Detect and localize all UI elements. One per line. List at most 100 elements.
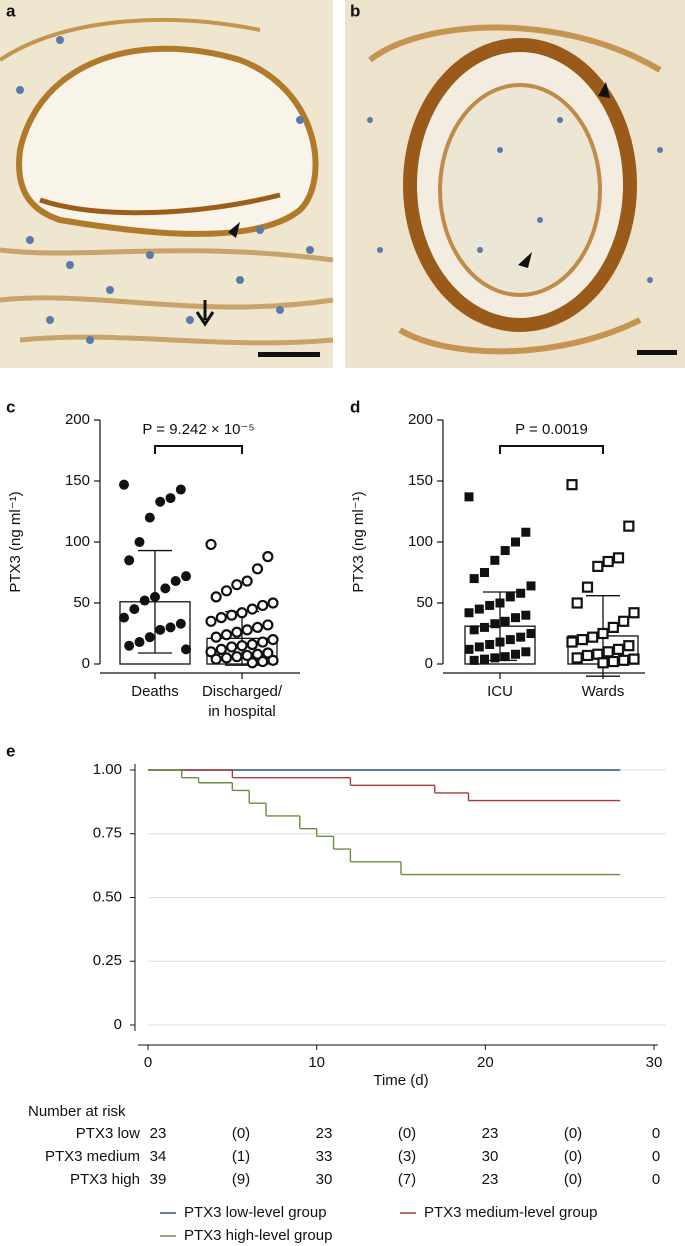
data-point — [581, 581, 594, 593]
data-point — [205, 538, 217, 551]
risk-cell: 34 — [150, 1148, 167, 1165]
data-point — [521, 527, 531, 537]
data-point — [246, 657, 258, 669]
risk-row-label: PTX3 high — [70, 1171, 140, 1188]
data-point — [165, 493, 176, 504]
data-point — [495, 637, 505, 647]
data-point — [521, 647, 531, 657]
panel-letter: a — [6, 1, 16, 20]
legend-label: PTX3 high-level group — [184, 1227, 332, 1244]
data-point — [226, 641, 238, 653]
data-point — [618, 615, 630, 627]
data-point — [566, 479, 578, 491]
data-point — [251, 621, 264, 634]
data-point — [464, 608, 474, 618]
risk-cell: (0) — [232, 1125, 250, 1142]
y-tick-label: 100 — [65, 533, 90, 550]
data-point — [566, 636, 578, 648]
data-point — [257, 655, 269, 668]
data-point — [262, 551, 274, 563]
data-point — [262, 647, 274, 659]
y-tick-label: 150 — [408, 472, 433, 489]
risk-cell: 39 — [150, 1171, 167, 1188]
risk-cell: 23 — [150, 1125, 167, 1142]
legend-label: PTX3 medium-level group — [424, 1204, 597, 1221]
x-tick-label: 0 — [144, 1054, 152, 1071]
data-point — [267, 597, 279, 609]
data-point — [597, 657, 609, 669]
x-tick-label: 20 — [477, 1054, 494, 1071]
data-point — [607, 655, 619, 668]
data-point — [251, 648, 264, 660]
risk-cell: (1) — [232, 1148, 250, 1165]
data-point — [490, 619, 500, 629]
y-tick-label: 200 — [65, 411, 90, 428]
x-tick-label: Deaths — [131, 683, 179, 700]
x-tick-label: ICU — [487, 683, 513, 700]
risk-cell: (7) — [398, 1171, 416, 1188]
x-tick-label: Wards — [582, 683, 625, 700]
data-point — [175, 618, 186, 629]
data-point — [516, 588, 526, 598]
data-point — [134, 537, 145, 547]
p-value: P = 0.0019 — [515, 421, 588, 438]
data-point — [490, 555, 500, 565]
risk-cell: (0) — [398, 1125, 416, 1142]
risk-cell: 0 — [652, 1171, 660, 1188]
data-point — [516, 632, 526, 642]
data-point — [612, 643, 625, 655]
data-point — [215, 612, 227, 624]
data-point — [241, 575, 253, 587]
data-point — [241, 624, 253, 636]
risk-cell: 30 — [316, 1171, 333, 1188]
data-point — [571, 652, 583, 664]
data-point — [236, 640, 248, 652]
data-point — [150, 591, 160, 602]
data-point — [469, 625, 479, 635]
data-point — [129, 604, 140, 615]
data-point — [175, 484, 186, 495]
data-point — [231, 626, 243, 638]
data-point — [490, 653, 500, 663]
data-point — [480, 568, 489, 577]
data-point — [165, 622, 176, 633]
data-point — [144, 512, 155, 523]
data-point — [210, 591, 222, 603]
data-point — [485, 600, 495, 610]
data-point — [160, 583, 171, 594]
data-point — [119, 479, 129, 490]
data-point — [257, 599, 269, 612]
data-point — [469, 574, 479, 584]
y-tick-label: 50 — [416, 594, 433, 611]
risk-table-title: Number at risk — [28, 1103, 126, 1120]
risk-cell: 30 — [482, 1148, 499, 1165]
data-point — [144, 632, 155, 643]
risk-cell: 23 — [482, 1171, 499, 1188]
data-point — [464, 492, 474, 502]
y-tick-label: 0 — [82, 655, 90, 672]
y-tick-label: 0.50 — [93, 888, 122, 905]
data-point — [181, 644, 191, 655]
data-point — [505, 635, 515, 645]
data-point — [511, 649, 520, 659]
y-tick-label: 50 — [73, 594, 90, 611]
data-point — [480, 654, 489, 664]
y-tick-label: 200 — [408, 411, 433, 428]
data-point — [257, 636, 269, 648]
data-point — [241, 649, 253, 662]
data-point — [495, 598, 505, 608]
risk-cell: 23 — [316, 1125, 333, 1142]
risk-cell: 23 — [482, 1125, 499, 1142]
panel-letter: c — [6, 397, 15, 416]
y-tick-label: 150 — [65, 472, 90, 489]
data-point — [464, 644, 474, 654]
data-point — [231, 651, 243, 663]
risk-row-label: PTX3 low — [76, 1125, 140, 1142]
data-point — [205, 646, 217, 658]
data-point — [500, 546, 510, 556]
data-point — [205, 615, 217, 627]
data-point — [246, 603, 258, 615]
x-tick-label: 30 — [646, 1054, 663, 1071]
data-point — [571, 597, 583, 609]
data-point — [623, 640, 635, 652]
